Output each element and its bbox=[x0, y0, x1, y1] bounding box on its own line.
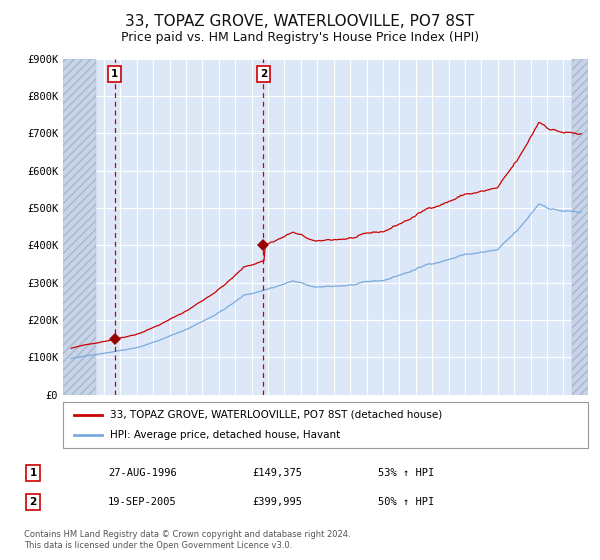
Text: £149,375: £149,375 bbox=[252, 468, 302, 478]
Text: 19-SEP-2005: 19-SEP-2005 bbox=[108, 497, 177, 507]
Text: 53% ↑ HPI: 53% ↑ HPI bbox=[378, 468, 434, 478]
Text: 2: 2 bbox=[29, 497, 37, 507]
Text: Contains HM Land Registry data © Crown copyright and database right 2024.
This d: Contains HM Land Registry data © Crown c… bbox=[24, 530, 350, 550]
Text: 1: 1 bbox=[111, 69, 118, 79]
Text: Price paid vs. HM Land Registry's House Price Index (HPI): Price paid vs. HM Land Registry's House … bbox=[121, 31, 479, 44]
Text: 33, TOPAZ GROVE, WATERLOOVILLE, PO7 8ST: 33, TOPAZ GROVE, WATERLOOVILLE, PO7 8ST bbox=[125, 14, 475, 29]
Bar bbox=[63, 59, 96, 395]
Text: 50% ↑ HPI: 50% ↑ HPI bbox=[378, 497, 434, 507]
Text: 33, TOPAZ GROVE, WATERLOOVILLE, PO7 8ST (detached house): 33, TOPAZ GROVE, WATERLOOVILLE, PO7 8ST … bbox=[110, 410, 443, 420]
Text: 27-AUG-1996: 27-AUG-1996 bbox=[108, 468, 177, 478]
Text: HPI: Average price, detached house, Havant: HPI: Average price, detached house, Hava… bbox=[110, 430, 341, 440]
Text: 1: 1 bbox=[29, 468, 37, 478]
Text: 2: 2 bbox=[260, 69, 267, 79]
Bar bbox=[572, 59, 588, 395]
Text: £399,995: £399,995 bbox=[252, 497, 302, 507]
